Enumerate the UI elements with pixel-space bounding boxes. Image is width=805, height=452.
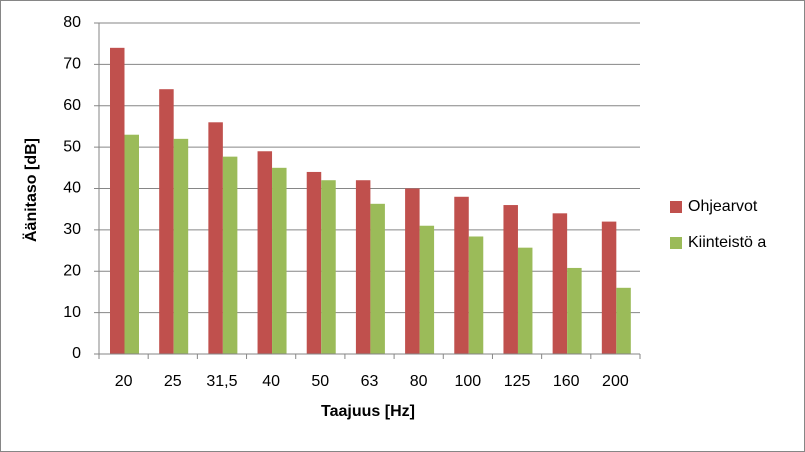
bar bbox=[454, 196, 469, 354]
bar bbox=[405, 188, 420, 354]
x-tick-label: 25 bbox=[164, 373, 182, 390]
bar bbox=[110, 47, 125, 354]
x-tick-label: 200 bbox=[602, 373, 629, 390]
bar bbox=[321, 180, 336, 354]
bar bbox=[552, 213, 568, 354]
y-tick-label: 0 bbox=[72, 345, 81, 362]
bar bbox=[124, 134, 139, 354]
bar bbox=[306, 171, 322, 354]
bar bbox=[370, 203, 385, 354]
legend-swatch bbox=[670, 237, 682, 249]
bar bbox=[616, 287, 631, 354]
x-tick-label: 31,5 bbox=[206, 373, 237, 390]
x-tick-label: 125 bbox=[504, 373, 531, 390]
bar bbox=[208, 122, 223, 354]
y-tick-label: 50 bbox=[63, 138, 81, 155]
x-tick-label: 160 bbox=[553, 373, 580, 390]
bar bbox=[272, 167, 287, 354]
bar bbox=[517, 247, 533, 354]
x-tick-label: 50 bbox=[311, 373, 329, 390]
y-tick-label: 70 bbox=[63, 56, 81, 73]
bar bbox=[419, 225, 435, 354]
bar bbox=[257, 151, 273, 354]
y-tick-label: 20 bbox=[63, 262, 81, 279]
y-tick-label: 30 bbox=[63, 221, 81, 238]
bar bbox=[222, 156, 238, 354]
x-tick-label: 100 bbox=[455, 373, 482, 390]
bar bbox=[567, 267, 582, 354]
legend-label: Ohjearvot bbox=[688, 198, 758, 215]
bar bbox=[355, 180, 371, 354]
x-tick-label: 40 bbox=[262, 373, 280, 390]
bar bbox=[503, 205, 518, 354]
bar bbox=[173, 138, 189, 354]
y-tick-label: 40 bbox=[63, 180, 81, 197]
y-tick-label: 10 bbox=[63, 304, 81, 321]
legend-label: Kiinteistö a bbox=[688, 234, 766, 251]
y-tick-label: 60 bbox=[63, 97, 81, 114]
bar bbox=[468, 236, 484, 354]
legend-swatch bbox=[670, 201, 682, 213]
x-tick-label: 63 bbox=[361, 373, 379, 390]
bar bbox=[601, 221, 617, 354]
y-tick-label: 80 bbox=[63, 14, 81, 31]
y-axis-label: Äänitaso [dB] bbox=[22, 138, 40, 242]
x-axis-label: Taajuus [Hz] bbox=[321, 403, 415, 420]
bar bbox=[159, 89, 174, 354]
x-tick-label: 20 bbox=[115, 373, 133, 390]
x-tick-label: 80 bbox=[410, 373, 428, 390]
